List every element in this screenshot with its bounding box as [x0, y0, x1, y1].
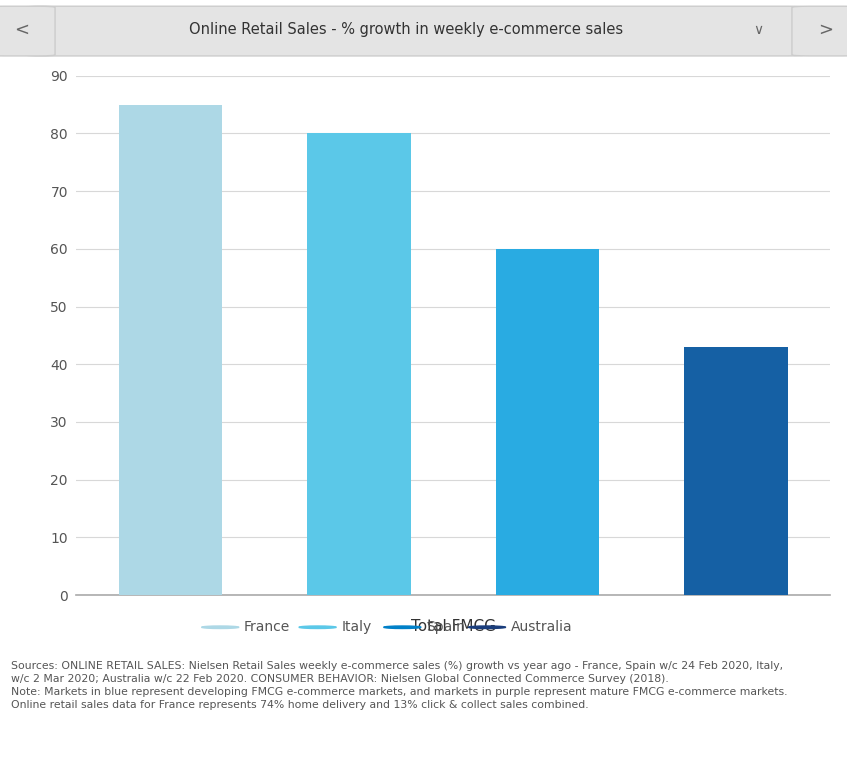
Circle shape — [299, 626, 336, 628]
Text: France: France — [244, 620, 291, 634]
Bar — [307, 133, 411, 595]
Circle shape — [468, 626, 506, 628]
FancyBboxPatch shape — [0, 6, 55, 56]
Text: Spain: Spain — [426, 620, 465, 634]
Text: <: < — [14, 20, 29, 39]
Circle shape — [384, 626, 421, 628]
Text: Australia: Australia — [511, 620, 573, 634]
FancyBboxPatch shape — [792, 6, 847, 56]
Circle shape — [202, 626, 239, 628]
FancyBboxPatch shape — [25, 6, 805, 56]
X-axis label: Total FMCG: Total FMCG — [411, 619, 495, 634]
Text: ∨: ∨ — [753, 23, 763, 37]
Text: Sources: ONLINE RETAIL SALES: Nielsen Retail Sales weekly e-commerce sales (%) g: Sources: ONLINE RETAIL SALES: Nielsen Re… — [11, 661, 788, 710]
Bar — [684, 347, 788, 595]
Text: >: > — [818, 20, 833, 39]
Text: Italy: Italy — [341, 620, 372, 634]
Text: Online Retail Sales - % growth in weekly e-commerce sales: Online Retail Sales - % growth in weekly… — [190, 22, 623, 37]
Bar — [495, 249, 599, 595]
Bar — [119, 105, 222, 595]
